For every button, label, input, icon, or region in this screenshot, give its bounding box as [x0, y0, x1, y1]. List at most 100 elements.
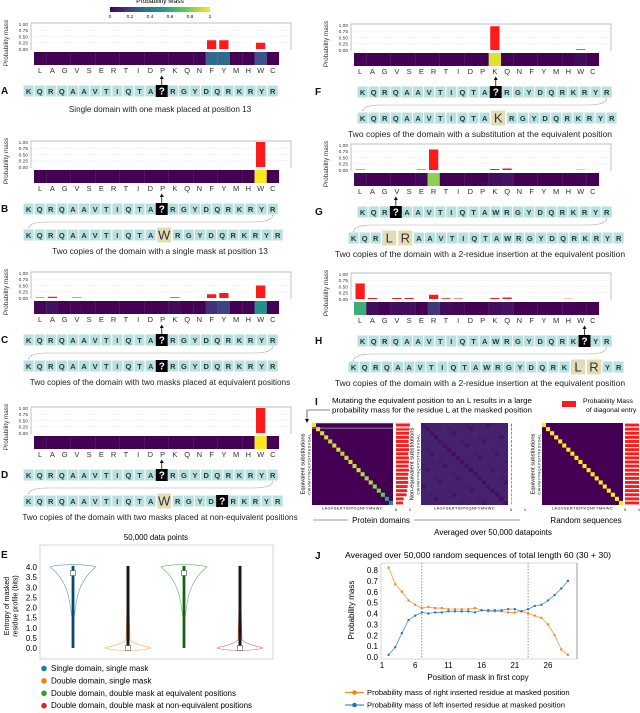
residue-box: [357, 206, 368, 218]
y-tick-label: 1.00: [19, 140, 29, 146]
residue-token: A: [81, 87, 87, 96]
residue-token: K: [571, 208, 577, 217]
residue-token: T: [438, 88, 443, 97]
data-point: [560, 648, 563, 651]
matrix-diagonal-cell: [503, 500, 508, 505]
data-point: [387, 653, 390, 657]
diagonal-mass-bar: [511, 501, 512, 505]
residue-label: N: [197, 315, 202, 324]
matrix-cell: [499, 435, 504, 440]
residue-token: Q: [126, 336, 132, 345]
residue-token: W: [492, 337, 500, 346]
highlight-box: [587, 359, 601, 375]
matrix-cell: [460, 480, 465, 485]
residue-box: [401, 86, 412, 98]
residue-token: G: [181, 205, 187, 214]
residue-box: [228, 495, 239, 507]
residue-token: D: [203, 205, 209, 214]
residue-box: [535, 206, 546, 218]
panel-label: E: [1, 550, 8, 561]
residue-box: [201, 334, 212, 346]
residue-label: G: [382, 316, 388, 325]
residue-label: R: [111, 315, 117, 324]
residue-label: H: [246, 66, 251, 75]
heatmap-cell-M: [550, 53, 563, 66]
matrix-diagonal-cell: [455, 455, 461, 460]
y-tick-label: 0.25: [19, 41, 29, 47]
median-marker: [181, 570, 187, 576]
residue-box: [134, 203, 145, 215]
residue-token: A: [482, 114, 488, 123]
residue-label: D: [468, 187, 474, 196]
heatmap-cell-E: [415, 173, 428, 186]
prob-bar-L: [355, 283, 365, 299]
residue-box: [573, 112, 584, 124]
mask-token: ?: [493, 88, 499, 99]
residue-label: P: [160, 66, 165, 75]
residue-token: Q: [219, 231, 225, 240]
y-tick-label: 0.00: [339, 48, 349, 54]
matrix-diagonal-cell: [578, 459, 583, 464]
prob-bar-Q: [502, 297, 512, 299]
residue-token: W: [504, 234, 512, 243]
residue-label: M: [233, 450, 239, 459]
residue-box: [401, 206, 412, 218]
residue-token: I: [116, 87, 118, 96]
data-point: [493, 609, 497, 612]
residue-label: H: [566, 67, 571, 76]
prob-bar-A: [47, 296, 57, 298]
residue-box: [167, 469, 178, 481]
residue-token: R: [248, 205, 254, 214]
matrix-diagonal-cell: [499, 496, 504, 501]
data-point: [420, 611, 424, 614]
residue-token: A: [148, 87, 154, 96]
data-point: [533, 614, 536, 617]
legend-label: Double domain, single mask: [51, 676, 152, 685]
y-tick-label: 0.50: [19, 34, 29, 40]
matrix-cell: [464, 423, 469, 428]
data-point: [407, 599, 410, 602]
residue-box: [134, 360, 145, 372]
heatmap-cell-M: [230, 170, 243, 183]
residue-label: P: [480, 187, 485, 196]
substitution-matrix-1: LAGVSERTIDPKQNFYMHWC CWHMYFNQKPDITRESVGAL…: [301, 422, 412, 512]
prob-bar-K: [490, 169, 500, 170]
heatmap-cell-N: [193, 52, 206, 65]
residue-box: [90, 85, 101, 97]
residue-token: R: [572, 234, 578, 243]
residue-token: V: [427, 114, 432, 123]
residue-label: F: [209, 450, 214, 459]
residue-token: A: [70, 362, 76, 371]
residue-token: Y: [259, 471, 264, 480]
matrix-diagonal-cell: [582, 464, 587, 469]
residue-label: V: [394, 67, 399, 76]
residue-box: [261, 495, 272, 507]
heatmap-cell-V: [390, 173, 404, 186]
y-tick-label: 2.0: [26, 604, 38, 613]
residue-box: [348, 232, 359, 244]
heatmap-cell-K: [168, 170, 182, 183]
matrix-diagonal-cell: [348, 459, 353, 464]
residue-label: E: [99, 66, 104, 75]
residue-box: [546, 86, 557, 98]
residue-box: [90, 203, 101, 215]
residue-box: [502, 232, 513, 244]
matrix-cell: [503, 439, 508, 444]
residue-token: A: [81, 205, 87, 214]
prob-bar-E: [416, 169, 426, 170]
residue-box: [223, 85, 234, 97]
matrix-cell: [455, 476, 461, 481]
heatmap-cell-G: [58, 170, 71, 183]
residue-box: [183, 495, 194, 507]
data-point: [520, 610, 523, 613]
residue-box: [590, 335, 601, 347]
diagonal-mass-bar: [625, 456, 639, 460]
residue-label: I: [137, 450, 139, 459]
legend-marker: [41, 665, 47, 672]
y-axis-label-1: Entropy of masked: [4, 577, 11, 635]
heatmap-cell-L: [34, 301, 47, 314]
heatmap-cell-C: [266, 170, 280, 183]
heatmap-cell-T: [119, 52, 133, 65]
residue-token: A: [404, 114, 410, 123]
violin-points-core: [127, 565, 129, 648]
